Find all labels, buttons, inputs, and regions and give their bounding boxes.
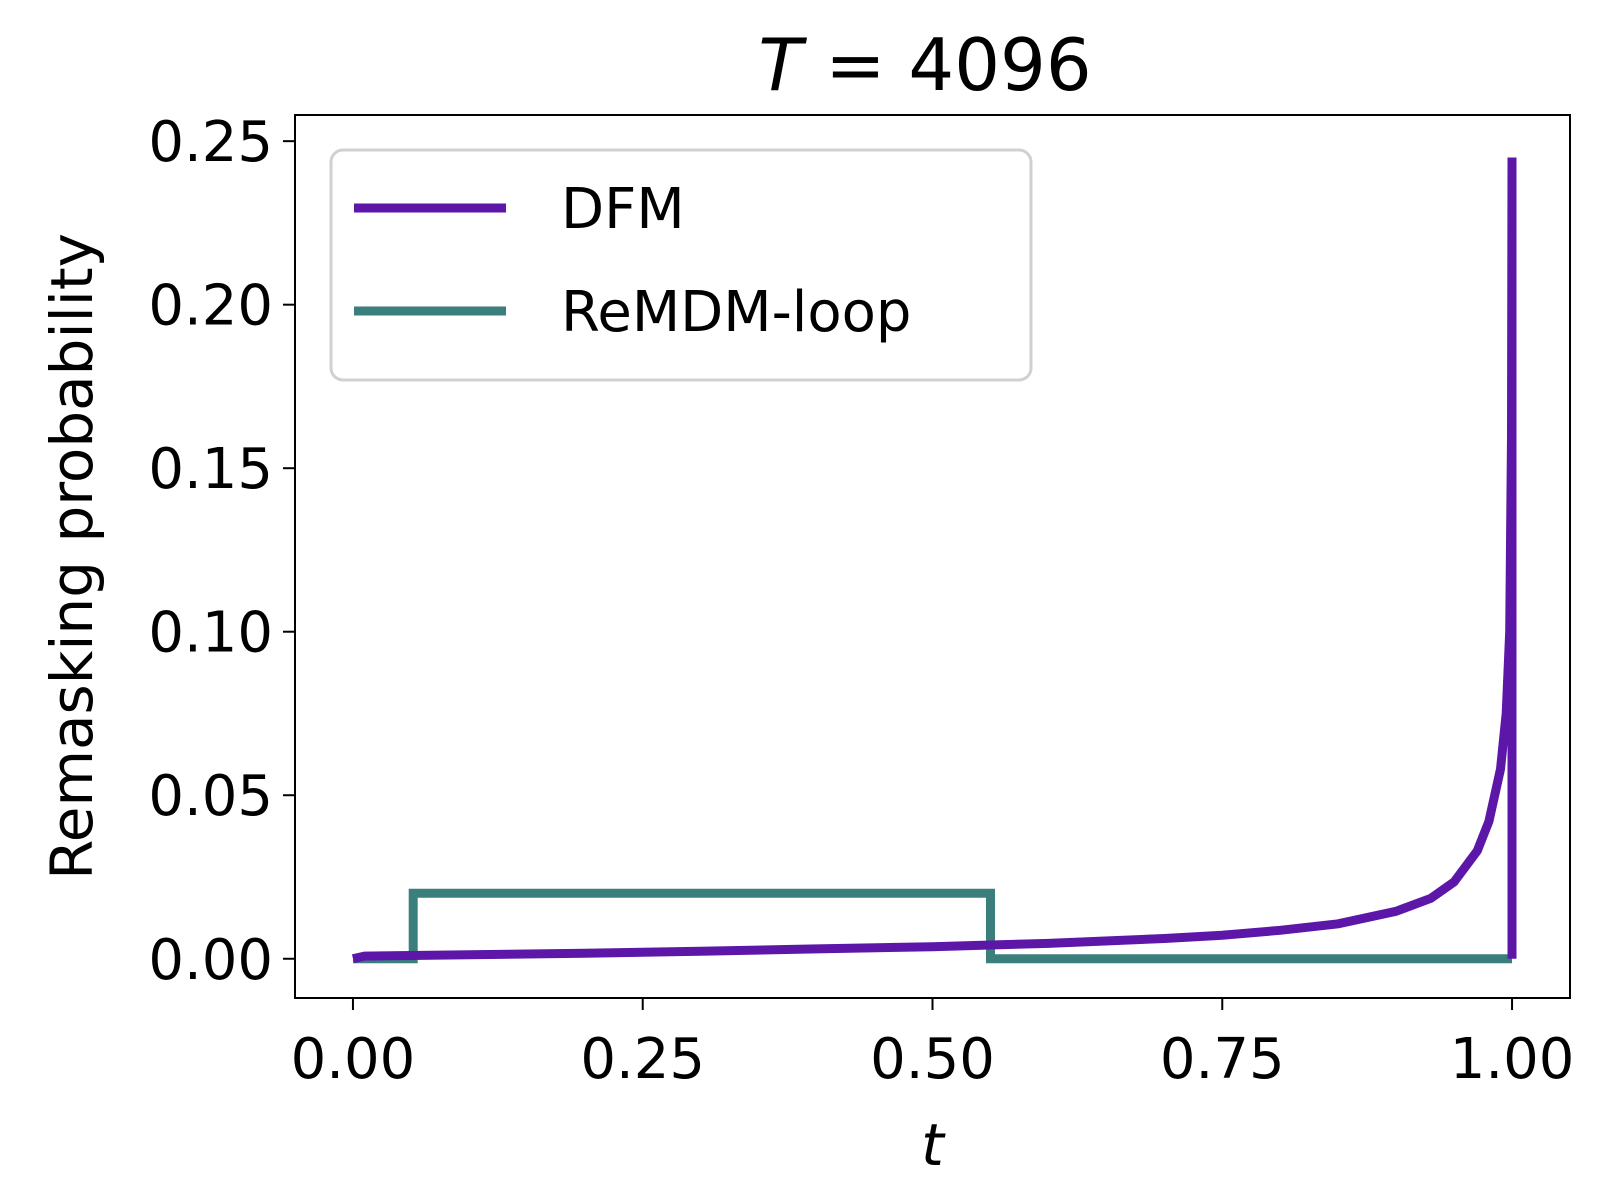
- legend: DFM ReMDM-loop: [329, 148, 1033, 382]
- y-tick-label: 0.00: [148, 928, 273, 993]
- legend-label: DFM: [561, 177, 685, 242]
- x-tick-label: 0.50: [870, 1027, 995, 1092]
- chart-title: T = 4096: [758, 23, 1091, 107]
- x-axis-label: t: [921, 1111, 946, 1179]
- x-tick-label: 0.75: [1160, 1027, 1285, 1092]
- y-tick-label: 0.20: [148, 274, 273, 339]
- y-tick-label: 0.05: [148, 764, 273, 829]
- y-axis-ticks: 0.00 0.05 0.10 0.15 0.20 0.25: [148, 110, 295, 993]
- series-line-dfm: [351, 157, 1517, 964]
- y-tick-label: 0.15: [148, 437, 273, 502]
- chart-title-rest: = 4096: [802, 23, 1091, 107]
- x-tick-label: 0.25: [580, 1027, 705, 1092]
- y-axis-label: Remasking probability: [38, 233, 106, 880]
- x-axis-ticks: 0.00 0.25 0.50 0.75 1.00: [291, 998, 1575, 1092]
- plot-lines: [351, 157, 1517, 964]
- y-tick-label: 0.10: [148, 601, 273, 666]
- x-tick-label: 0.00: [291, 1027, 416, 1092]
- chart-title-var: T: [758, 23, 807, 107]
- y-tick-label: 0.25: [148, 110, 273, 175]
- legend-label: ReMDM-loop: [561, 280, 911, 345]
- x-tick-label: 1.00: [1450, 1027, 1575, 1092]
